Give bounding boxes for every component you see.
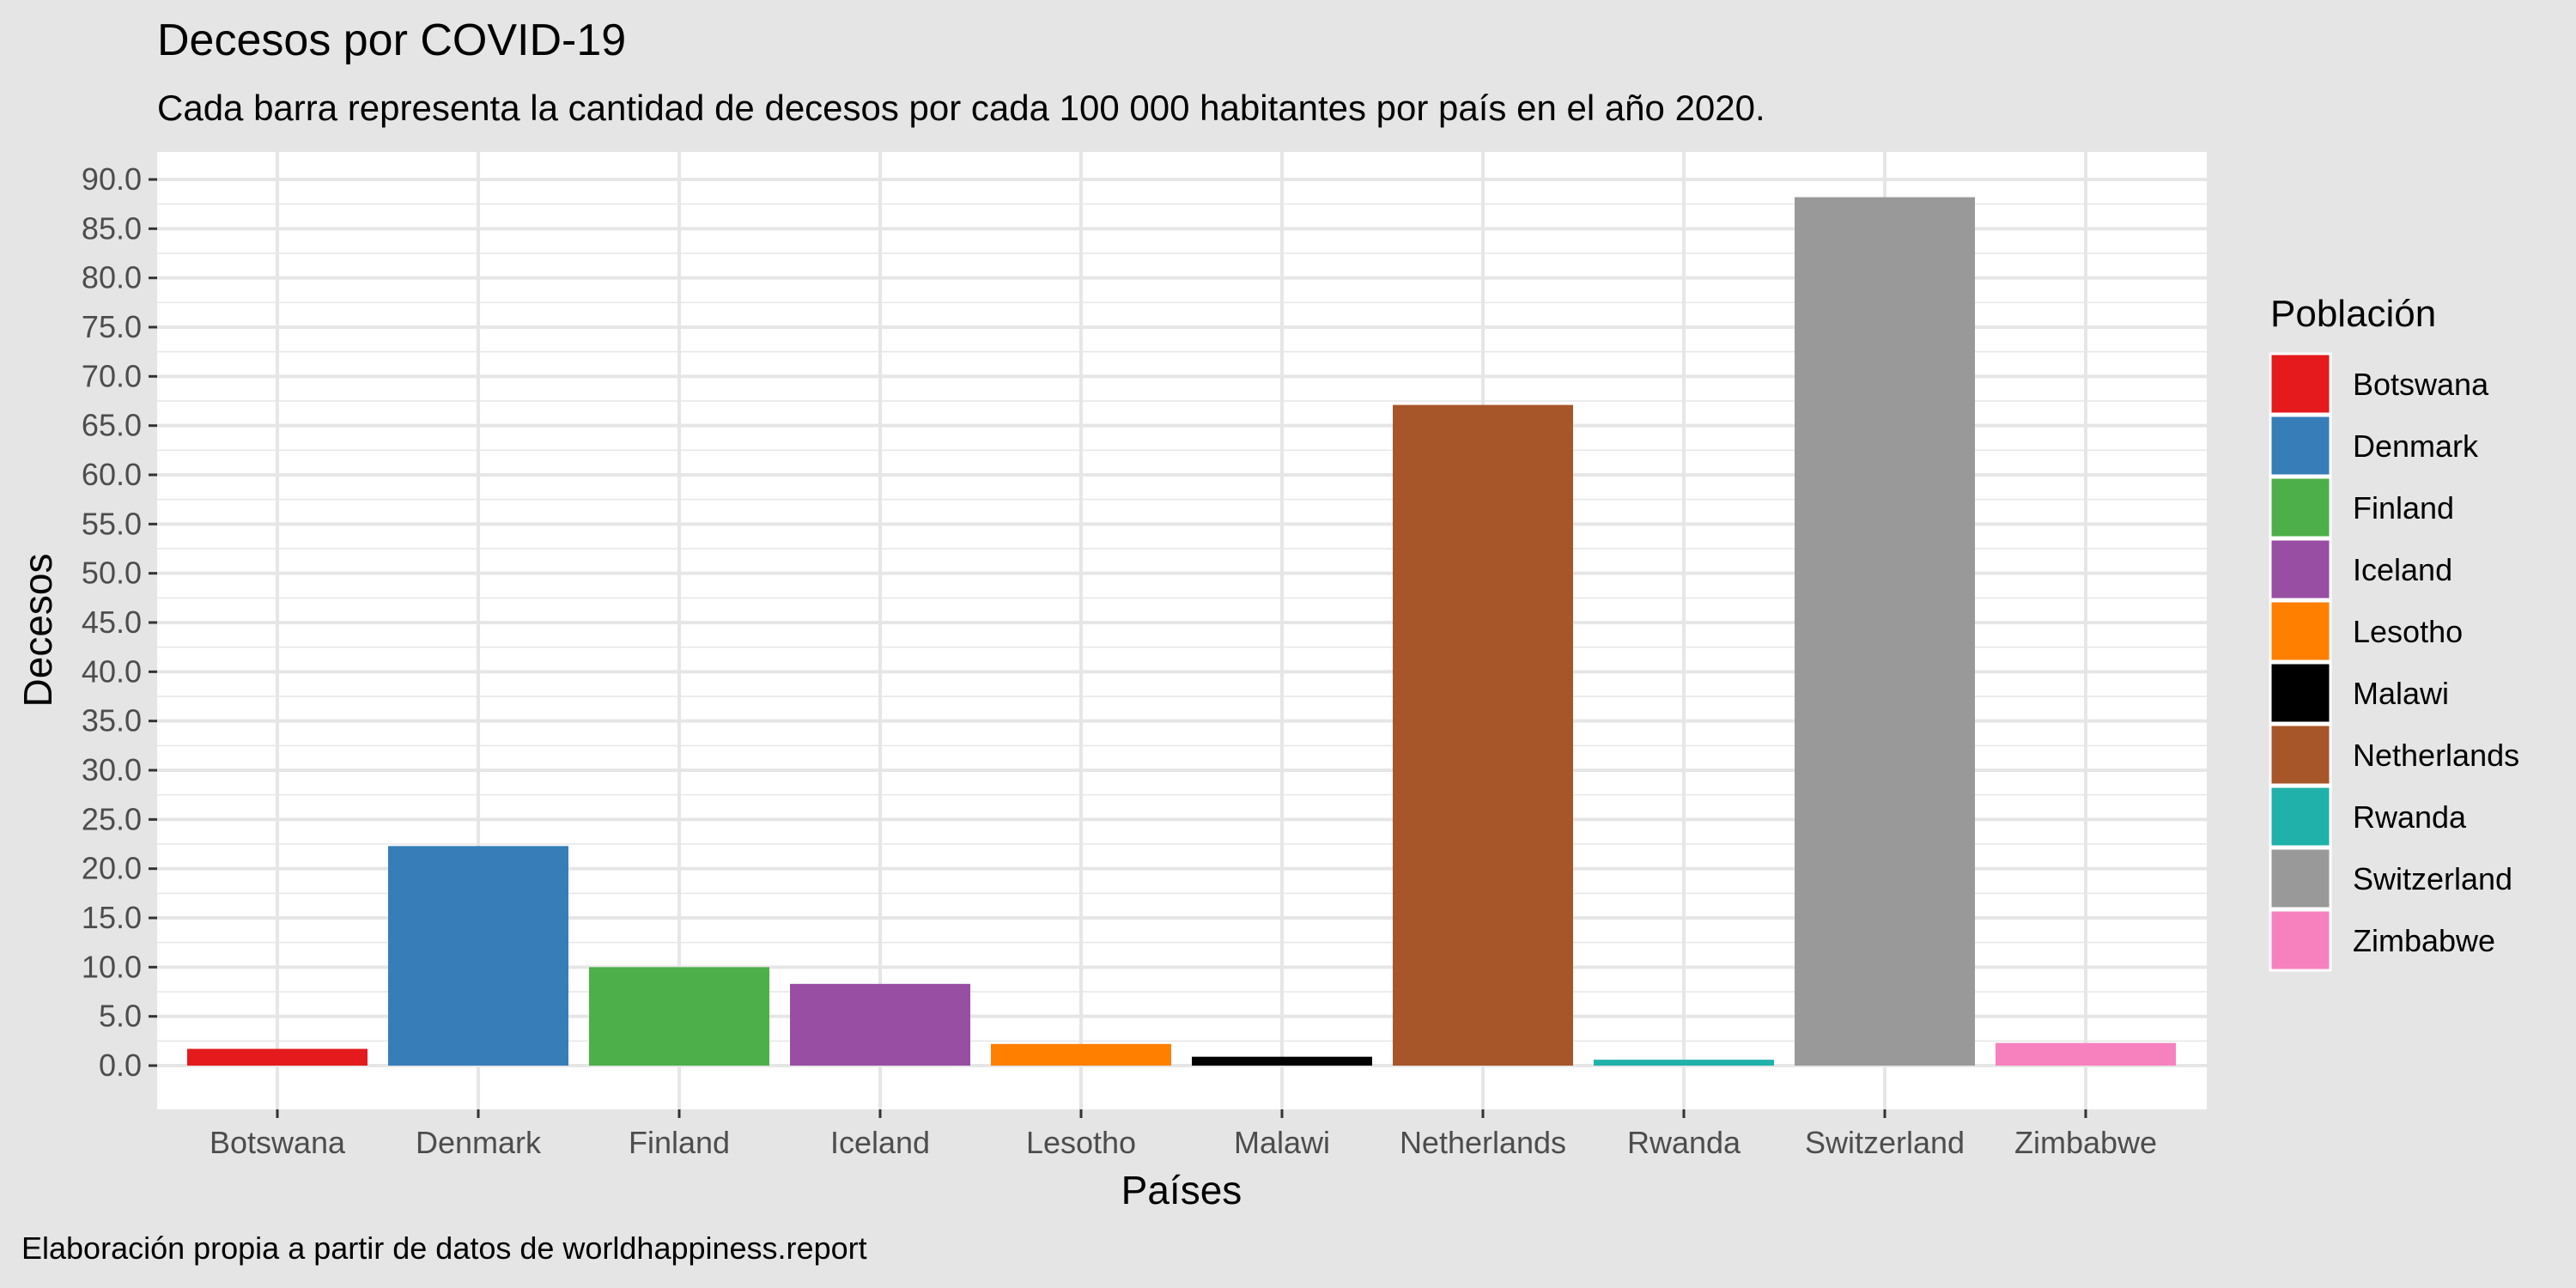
x-tick-label: Rwanda [1627,1125,1741,1160]
y-tick-label: 70.0 [82,358,142,393]
bar-malawi [1192,1056,1372,1066]
y-tick-label: 0.0 [99,1048,142,1083]
y-tick-label: 45.0 [82,605,142,640]
y-tick-label: 15.0 [82,900,142,935]
legend-label: Malawi [2353,676,2449,711]
x-tick-label: Malawi [1234,1125,1330,1160]
legend-key-zimbabwe [2269,908,2332,972]
bar-switzerland [1795,197,1975,1066]
y-tick-label: 20.0 [82,851,142,886]
legend-key-denmark [2269,414,2332,477]
y-tick-label: 25.0 [82,801,142,836]
x-tick-label: Lesotho [1026,1125,1136,1160]
legend-key-malawi [2269,661,2332,725]
legend-label: Denmark [2353,428,2479,464]
legend-label: Finland [2353,490,2454,526]
legend-key-netherlands [2269,723,2332,787]
legend-label: Zimbabwe [2353,923,2495,958]
legend-label: Iceland [2353,552,2452,587]
chart-title: Decesos por COVID-19 [157,15,626,65]
legend-label: Netherlands [2353,738,2519,773]
x-tick-label: Zimbabwe [2014,1125,2157,1160]
legend-key-iceland [2269,538,2332,601]
x-tick-label: Switzerland [1805,1125,1965,1160]
bar-zimbabwe [1996,1042,2176,1066]
bar-finland [589,967,769,1066]
bar-lesotho [991,1043,1171,1066]
legend-items: Botswana Denmark Finland Iceland Lesotho Mala… [2269,352,2519,972]
bar-botswana [187,1048,368,1066]
y-tick-label: 10.0 [82,949,142,984]
x-tick-label: Iceland [830,1125,930,1160]
x-tick-label: Botswana [210,1125,346,1160]
legend-key-finland [2269,476,2332,539]
y-tick-label: 60.0 [82,457,142,492]
legend-key-rwanda [2269,785,2332,848]
legend: Población Botswana Denmark Finland Iceland L… [2269,293,2519,972]
legend-key-switzerland [2269,847,2332,910]
x-tick-label: Netherlands [1400,1125,1566,1160]
legend-title: Población [2270,293,2436,335]
y-axis: 0.0 5.0 10.0 15.0 20.0 25.0 30.0 35.0 40.0 45.0 50… [82,161,157,1083]
bar-rwanda [1594,1060,1774,1066]
y-tick-label: 30.0 [82,752,142,787]
x-tick-label: Finland [629,1125,730,1160]
x-axis-title: Países [1121,1168,1242,1212]
legend-key-botswana [2269,352,2332,416]
y-tick-label: 80.0 [82,260,142,295]
y-tick-label: 55.0 [82,506,142,541]
y-tick-label: 75.0 [82,309,142,344]
y-tick-label: 50.0 [82,556,142,591]
chart-subtitle: Cada barra representa la cantidad de dec… [157,88,1765,128]
legend-label: Botswana [2353,367,2489,402]
y-tick-label: 5.0 [99,999,142,1034]
bar-iceland [790,983,970,1066]
bar-denmark [388,846,568,1066]
bar-netherlands [1393,404,1573,1066]
legend-label: Switzerland [2353,861,2512,896]
legend-label: Lesotho [2353,614,2463,649]
y-tick-label: 40.0 [82,653,142,689]
y-tick-label: 65.0 [82,408,142,443]
y-tick-label: 90.0 [82,161,142,197]
legend-key-lesotho [2269,599,2332,663]
bars-layer [187,197,2176,1066]
chart-caption: Elaboración propia a partir de datos de … [21,1230,867,1266]
x-axis: Botswana Denmark Finland Iceland Lesotho Mala… [210,1109,2157,1160]
x-tick-label: Denmark [416,1125,542,1160]
y-tick-label: 85.0 [82,210,142,246]
legend-label: Rwanda [2353,799,2467,835]
y-axis-title: Decesos [15,554,60,708]
y-tick-label: 35.0 [82,703,142,738]
